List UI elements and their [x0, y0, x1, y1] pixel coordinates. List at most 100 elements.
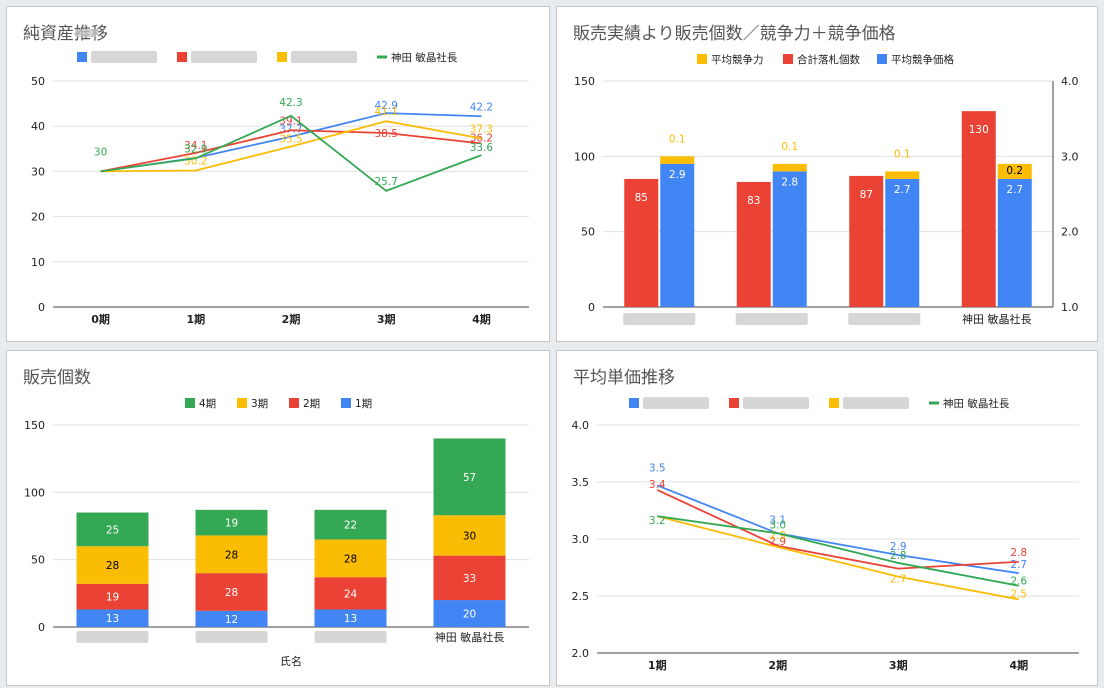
data-label: 3.1	[769, 514, 786, 526]
data-label: 32.9	[184, 143, 207, 155]
data-label: 28	[225, 587, 238, 599]
count-data-label: 130	[969, 124, 989, 136]
legend-label: 平均競争力	[711, 53, 764, 66]
data-label: 20	[463, 609, 476, 621]
series-line	[100, 114, 482, 192]
chart-title: 販売個数	[23, 368, 91, 388]
redacted-name	[91, 51, 157, 63]
x-tick-label: 0期	[91, 312, 110, 326]
sales-competitiveness-chart: 0 50 100 150 1.0 2.0 3.0 4.0 85 2.9 0.1 83 2.8 0.1 87 2…	[574, 53, 1079, 326]
legend-label: 平均競争価格	[891, 53, 954, 66]
redacted-name	[643, 397, 709, 409]
y-tick-label: 10	[31, 256, 45, 269]
y2-tick-label: 2.0	[1061, 226, 1079, 239]
data-label: 30.2	[184, 155, 207, 167]
avg-unit-price-chart-panel: 平均単価推移 2.0 2.5 3.0 3.5 4.0 1期 2期 3期 4期 3.5 3.1 2.9 2…	[556, 350, 1098, 686]
y-tick-label: 0	[588, 301, 595, 314]
legend-label: 神田 敏晶社長	[943, 397, 1010, 410]
count-bar	[849, 175, 884, 307]
legend-swatch	[341, 398, 351, 408]
redacted-name	[291, 51, 357, 63]
legend-label: 1期	[355, 398, 372, 410]
data-label: 12	[225, 614, 238, 626]
net-assets-chart-panel: 純資産推移 0 10 20 30 40 50 0期 1期 2期 3期 4期 37.7 42.9 42.2 3…	[6, 6, 550, 342]
chart-title: 平均単価推移	[573, 368, 675, 388]
redacted-name	[735, 313, 808, 325]
legend-swatch	[185, 398, 195, 408]
price-bar	[885, 178, 920, 307]
x-tick-label: 2期	[768, 658, 787, 672]
data-label: 3.0	[769, 519, 786, 531]
x-tick-label: 神田 敏晶社長	[962, 312, 1032, 326]
price-data-label: 2.7	[1006, 184, 1023, 196]
y-tick-label: 3.5	[572, 476, 590, 489]
redacted-name	[848, 313, 921, 325]
stacked-bar-segment	[195, 573, 268, 611]
series-line	[657, 515, 1019, 587]
legend-swatch	[289, 398, 299, 408]
stacked-bar-segment	[314, 539, 387, 578]
power-bar	[885, 171, 920, 179]
data-label: 2.8	[1010, 547, 1027, 559]
power-data-label: 0.2	[1006, 165, 1023, 177]
x-tick-label: 3期	[377, 312, 396, 326]
data-label: 2.9	[890, 541, 907, 553]
price-data-label: 2.7	[894, 184, 911, 196]
redacted-name	[314, 631, 387, 643]
data-label: 38.5	[375, 128, 398, 140]
series-line	[656, 489, 1019, 570]
data-label: 22	[344, 520, 357, 532]
price-data-label: 2.8	[781, 176, 798, 188]
redacted-name	[191, 51, 257, 63]
stacked-bar-segment	[195, 610, 268, 627]
redacted-name	[843, 397, 909, 409]
data-label: 33.6	[470, 142, 494, 154]
data-label: 28	[106, 560, 119, 572]
count-data-label: 83	[747, 195, 760, 207]
y-tick-label: 50	[31, 554, 45, 567]
y-tick-label: 0	[38, 301, 45, 314]
count-bar	[736, 181, 771, 307]
x-tick-label: 神田 敏晶社長	[435, 630, 505, 644]
data-label: 3.5	[649, 462, 666, 474]
x-tick-label: 1期	[648, 658, 667, 672]
sales-count-chart: 0 50 100 150 13 19 28 25 12 28 28 19 13 24 28 22 20 33 30 5…	[24, 398, 529, 668]
stacked-bar-segment	[195, 535, 268, 574]
legend-label: 2期	[303, 398, 320, 410]
y-tick-label: 0	[38, 621, 45, 634]
price-bar	[772, 171, 807, 307]
legend-swatch	[277, 52, 287, 62]
redacted-name	[195, 631, 268, 643]
stacked-bar-segment	[433, 515, 506, 556]
y-tick-label: 2.5	[572, 590, 590, 603]
data-label: 2.5	[1010, 588, 1027, 600]
data-label: 33	[463, 573, 476, 585]
sales-count-chart-panel: 販売個数 0 50 100 150 13 19 28 25 12 28 28 19 13 24 28 22 20…	[6, 350, 550, 686]
data-label: 3.4	[649, 479, 666, 491]
power-bar	[660, 156, 695, 164]
stacked-bar-segment	[76, 546, 149, 584]
data-label: 13	[106, 613, 119, 625]
x-tick-label: 3期	[889, 658, 908, 672]
x-tick-label: 4期	[1009, 658, 1028, 672]
x-tick-label: 2期	[282, 312, 301, 326]
redacted-name	[743, 397, 809, 409]
y-tick-label: 20	[31, 211, 45, 224]
stacked-bar-segment	[433, 600, 506, 627]
data-label: 37.3	[470, 123, 493, 135]
data-label: 30	[463, 530, 476, 542]
stacked-bar-segment	[195, 509, 268, 536]
legend-swatch	[829, 398, 839, 408]
power-data-label: 0.1	[781, 141, 798, 153]
x-tick-label: 1期	[186, 312, 205, 326]
legend-label: 3期	[251, 398, 268, 410]
data-label: 2.6	[1010, 576, 1027, 588]
y-tick-label: 2.0	[572, 647, 590, 660]
data-label: 28	[225, 549, 238, 561]
stacked-bar-segment	[433, 438, 506, 516]
stacked-bar-segment	[76, 512, 149, 547]
data-label: 25	[106, 524, 119, 536]
data-label: 57	[463, 472, 476, 484]
count-bar	[624, 178, 659, 307]
